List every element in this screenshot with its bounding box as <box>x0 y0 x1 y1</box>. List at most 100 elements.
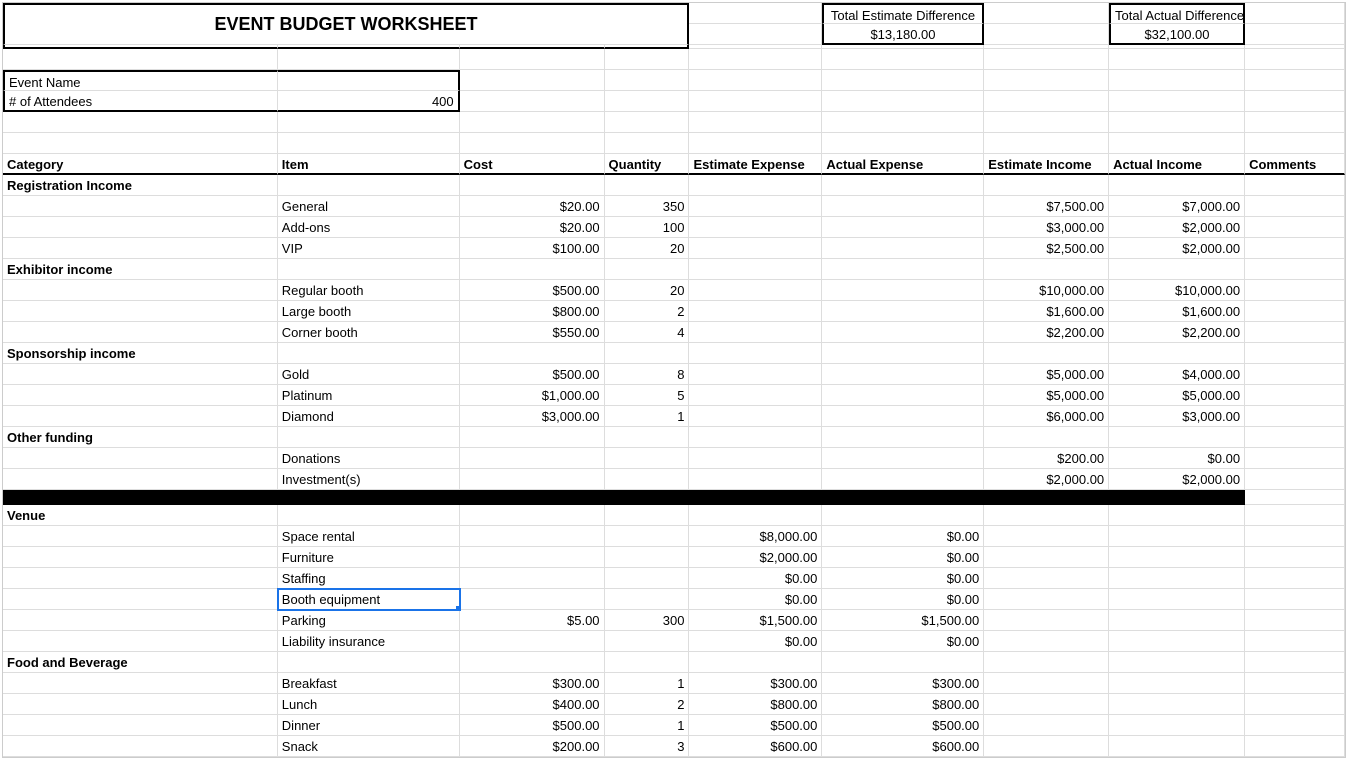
cell[interactable] <box>1245 3 1345 24</box>
event-name-label[interactable]: Event Name <box>3 70 278 91</box>
table-cell[interactable]: $0.00 <box>822 526 984 547</box>
table-cell[interactable] <box>1109 610 1245 631</box>
table-cell[interactable]: $800.00 <box>689 694 822 715</box>
cell[interactable] <box>689 505 822 526</box>
table-cell[interactable]: $1,500.00 <box>822 610 984 631</box>
table-cell[interactable] <box>1245 448 1345 469</box>
table-cell[interactable] <box>1109 673 1245 694</box>
table-cell[interactable]: $300.00 <box>822 673 984 694</box>
cell[interactable] <box>1245 259 1345 280</box>
table-cell[interactable]: 8 <box>605 364 690 385</box>
event-name-value[interactable] <box>278 70 460 91</box>
table-cell[interactable]: Large booth <box>278 301 460 322</box>
header-act-expense[interactable]: Actual Expense <box>822 154 984 175</box>
table-cell[interactable] <box>1109 589 1245 610</box>
table-cell[interactable] <box>822 448 984 469</box>
cell[interactable] <box>460 259 605 280</box>
table-cell[interactable] <box>1109 694 1245 715</box>
table-cell[interactable] <box>1245 406 1345 427</box>
cell[interactable] <box>605 652 690 673</box>
table-cell[interactable] <box>1109 568 1245 589</box>
table-cell[interactable] <box>984 715 1109 736</box>
section-header[interactable]: Sponsorship income <box>3 343 278 364</box>
table-cell[interactable]: $1,500.00 <box>689 610 822 631</box>
section-header[interactable]: Registration Income <box>3 175 278 196</box>
cell[interactable] <box>984 3 1109 24</box>
table-cell[interactable] <box>1245 364 1345 385</box>
cell[interactable] <box>1109 427 1245 448</box>
table-cell[interactable]: $600.00 <box>822 736 984 757</box>
table-cell[interactable] <box>822 469 984 490</box>
table-cell[interactable] <box>1245 196 1345 217</box>
section-header[interactable]: Other funding <box>3 427 278 448</box>
table-cell[interactable]: Snack <box>278 736 460 757</box>
table-cell[interactable] <box>689 322 822 343</box>
cell[interactable] <box>822 175 984 196</box>
cell[interactable] <box>1245 652 1345 673</box>
table-cell[interactable] <box>689 448 822 469</box>
table-cell[interactable] <box>689 196 822 217</box>
cell[interactable] <box>822 427 984 448</box>
table-cell[interactable] <box>605 631 690 652</box>
cell[interactable] <box>822 505 984 526</box>
table-cell[interactable]: $800.00 <box>822 694 984 715</box>
cell[interactable] <box>1109 652 1245 673</box>
table-cell[interactable]: 3 <box>605 736 690 757</box>
table-cell[interactable]: $7,000.00 <box>1109 196 1245 217</box>
cell[interactable] <box>278 427 460 448</box>
table-cell[interactable] <box>3 238 278 259</box>
table-cell[interactable]: $200.00 <box>460 736 605 757</box>
cell[interactable] <box>460 49 605 70</box>
table-cell[interactable]: Corner booth <box>278 322 460 343</box>
table-cell[interactable] <box>3 547 278 568</box>
header-comments[interactable]: Comments <box>1245 154 1345 175</box>
table-cell[interactable]: $0.00 <box>822 547 984 568</box>
cell[interactable] <box>1245 505 1345 526</box>
table-cell[interactable]: $200.00 <box>984 448 1109 469</box>
cell[interactable] <box>1245 343 1345 364</box>
cell[interactable] <box>1245 24 1345 45</box>
table-cell[interactable]: $100.00 <box>460 238 605 259</box>
cell[interactable] <box>1109 259 1245 280</box>
table-cell[interactable]: $20.00 <box>460 217 605 238</box>
cell[interactable] <box>689 427 822 448</box>
cell[interactable] <box>1109 175 1245 196</box>
table-cell[interactable]: $400.00 <box>460 694 605 715</box>
table-cell[interactable]: $500.00 <box>822 715 984 736</box>
table-cell[interactable] <box>460 568 605 589</box>
cell[interactable] <box>1245 427 1345 448</box>
table-cell[interactable] <box>1245 673 1345 694</box>
table-cell[interactable] <box>460 469 605 490</box>
cell[interactable] <box>822 652 984 673</box>
table-cell[interactable] <box>1245 568 1345 589</box>
table-cell[interactable]: $1,600.00 <box>984 301 1109 322</box>
table-cell[interactable] <box>822 196 984 217</box>
table-cell[interactable] <box>984 694 1109 715</box>
cell[interactable] <box>984 652 1109 673</box>
cell[interactable] <box>605 70 690 91</box>
table-cell[interactable] <box>689 238 822 259</box>
table-cell[interactable] <box>3 589 278 610</box>
header-est-income[interactable]: Estimate Income <box>984 154 1109 175</box>
cell[interactable] <box>605 505 690 526</box>
cell[interactable] <box>689 175 822 196</box>
table-cell[interactable] <box>1245 715 1345 736</box>
table-cell[interactable] <box>689 364 822 385</box>
cell[interactable] <box>984 427 1109 448</box>
table-cell[interactable] <box>984 736 1109 757</box>
table-cell[interactable]: Investment(s) <box>278 469 460 490</box>
table-cell[interactable]: $5,000.00 <box>984 364 1109 385</box>
table-cell[interactable] <box>822 280 984 301</box>
table-cell[interactable]: Lunch <box>278 694 460 715</box>
table-cell[interactable]: 1 <box>605 673 690 694</box>
cell[interactable] <box>278 49 460 70</box>
cell[interactable] <box>984 343 1109 364</box>
table-cell[interactable] <box>984 526 1109 547</box>
table-cell[interactable] <box>3 694 278 715</box>
cell[interactable] <box>3 49 278 70</box>
table-cell[interactable] <box>605 469 690 490</box>
table-cell[interactable] <box>3 631 278 652</box>
total-est-diff-value[interactable]: $13,180.00 <box>822 24 984 45</box>
table-cell[interactable]: Liability insurance <box>278 631 460 652</box>
table-cell[interactable]: $3,000.00 <box>460 406 605 427</box>
